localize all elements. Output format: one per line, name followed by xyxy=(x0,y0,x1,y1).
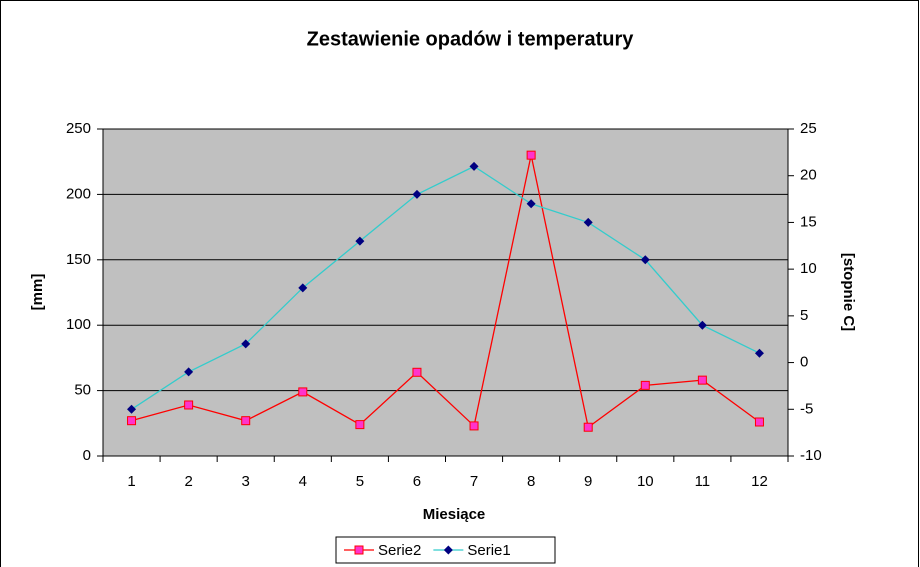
data-point xyxy=(355,236,365,246)
y2-tick-label: 25 xyxy=(800,120,817,137)
x-tick-label: 8 xyxy=(527,473,535,490)
data-point xyxy=(754,417,764,427)
y2-tick-label: 10 xyxy=(800,260,817,277)
y-tick-label: 100 xyxy=(66,316,91,333)
y2-tick-label: 5 xyxy=(800,307,808,324)
legend-marker xyxy=(354,545,364,555)
data-point xyxy=(184,400,194,410)
y2-tick-label: -10 xyxy=(800,447,822,464)
y2-tick-label: 20 xyxy=(800,167,817,184)
legend-label: Serie1 xyxy=(467,542,510,559)
x-tick-label: 9 xyxy=(584,473,592,490)
data-point xyxy=(526,199,536,209)
data-point xyxy=(127,404,137,414)
y-tick-label: 0 xyxy=(83,447,91,464)
data-point xyxy=(184,367,194,377)
data-point xyxy=(469,161,479,171)
y2-tick-label: 15 xyxy=(800,213,817,230)
data-point xyxy=(298,387,308,397)
legend-marker xyxy=(443,545,453,555)
x-tick-label: 5 xyxy=(356,473,364,490)
data-point xyxy=(583,422,593,432)
series-line xyxy=(131,155,760,429)
x-tick-label: 7 xyxy=(470,473,478,490)
y2-axis-title: [stopnie C] xyxy=(840,253,857,331)
y-tick-label: 50 xyxy=(74,382,91,399)
x-tick-label: 6 xyxy=(413,473,421,490)
data-point xyxy=(469,421,479,431)
data-point xyxy=(583,217,593,227)
y2-tick-label: -5 xyxy=(800,400,813,417)
legend-label: Serie2 xyxy=(378,542,421,559)
chart-title: Zestawienie opadów i temperatury xyxy=(307,28,635,50)
data-point xyxy=(241,416,251,426)
data-point xyxy=(298,283,308,293)
data-point xyxy=(526,150,536,160)
x-tick-label: 1 xyxy=(127,473,135,490)
data-point xyxy=(697,375,707,385)
x-axis-title: Miesiące xyxy=(423,506,486,523)
data-point xyxy=(640,255,650,265)
data-point xyxy=(355,420,365,430)
x-tick-label: 4 xyxy=(299,473,307,490)
data-point xyxy=(412,189,422,199)
data-point xyxy=(241,339,251,349)
x-tick-label: 3 xyxy=(242,473,250,490)
y-tick-label: 250 xyxy=(66,120,91,137)
plot-area xyxy=(102,128,789,457)
data-point xyxy=(697,320,707,330)
y-tick-label: 150 xyxy=(66,251,91,268)
x-tick-label: 2 xyxy=(184,473,192,490)
y-axis-title: [mm] xyxy=(29,274,46,311)
x-tick-label: 12 xyxy=(751,473,768,490)
data-point xyxy=(754,348,764,358)
series-line xyxy=(131,165,760,410)
y2-tick-label: 0 xyxy=(800,354,808,371)
x-tick-label: 11 xyxy=(695,473,711,490)
data-point xyxy=(127,416,137,426)
data-point xyxy=(640,380,650,390)
x-tick-label: 10 xyxy=(637,473,654,490)
y-tick-label: 200 xyxy=(66,185,91,202)
data-point xyxy=(412,367,422,377)
